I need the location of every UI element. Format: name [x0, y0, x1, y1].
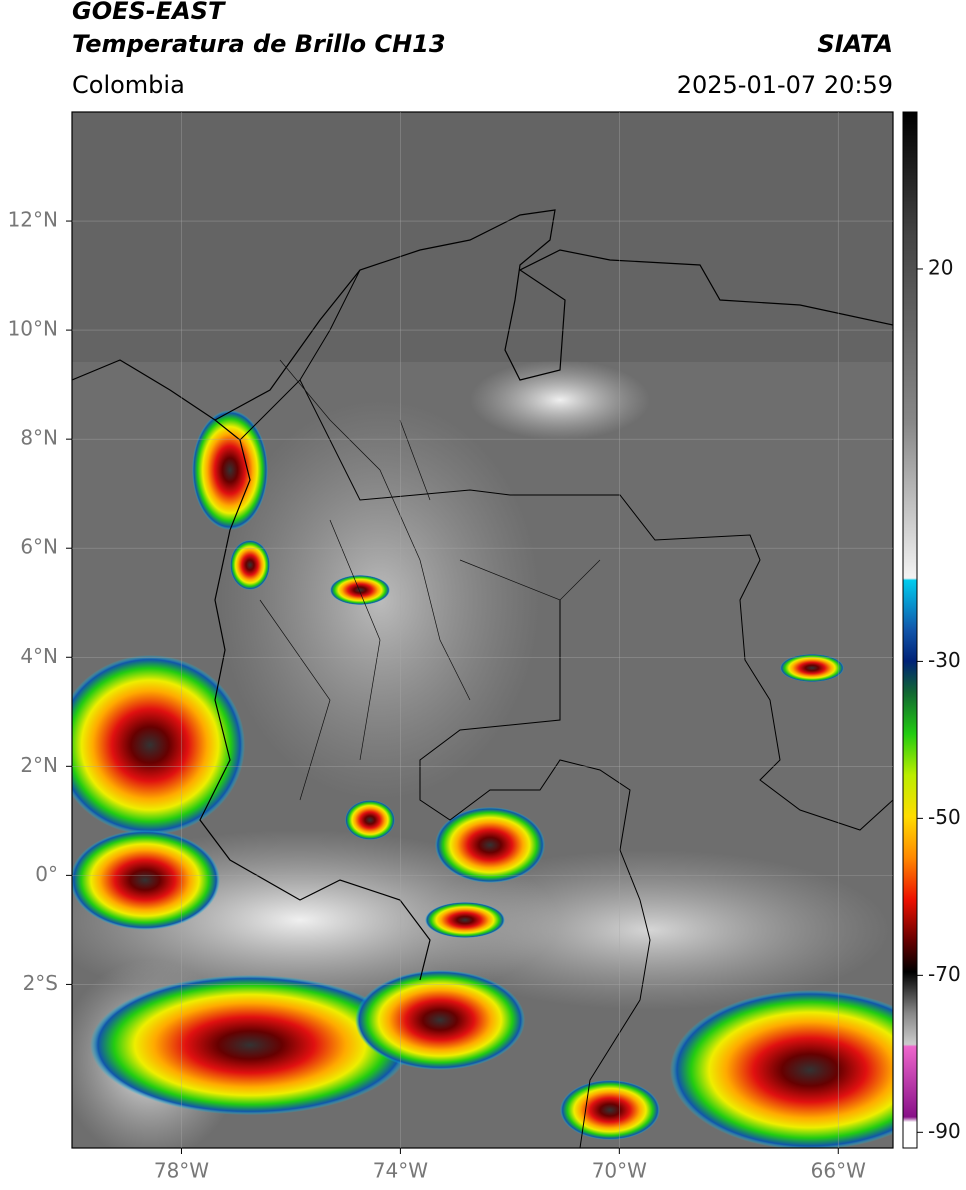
y-tick-label: 4°N [20, 644, 58, 668]
y-tick-label: 12°N [8, 208, 58, 232]
y-tick-label: 2°N [20, 753, 58, 777]
satellite: GOES-EAST [72, 0, 226, 25]
colorbar-tick-label: -70 [928, 962, 961, 986]
y-tick-label: 2°S [23, 971, 58, 995]
region: Colombia [72, 71, 185, 99]
y-tick-label: 6°N [20, 535, 58, 559]
colorbar-tick-label: -90 [928, 1119, 961, 1143]
y-tick-label: 10°N [8, 317, 58, 341]
x-tick-label: 74°W [373, 1159, 428, 1183]
timestamp: 2025-01-07 20:59 [677, 71, 893, 99]
y-tick-label: 0° [35, 862, 58, 886]
colorbar-tick-label: 20 [928, 255, 953, 279]
plot-frame [71, 111, 894, 1149]
source: SIATA [817, 30, 893, 58]
x-tick-label: 66°W [811, 1159, 866, 1183]
colorbar-tick-label: -50 [928, 805, 961, 829]
satellite-image [72, 112, 893, 1148]
colorbar [902, 111, 918, 1149]
product: Temperatura de Brillo CH13 [72, 30, 446, 58]
x-tick-label: 70°W [592, 1159, 647, 1183]
colorbar-tick-label: -30 [928, 648, 961, 672]
x-tick-label: 78°W [154, 1159, 209, 1183]
y-tick-label: 8°N [20, 426, 58, 450]
